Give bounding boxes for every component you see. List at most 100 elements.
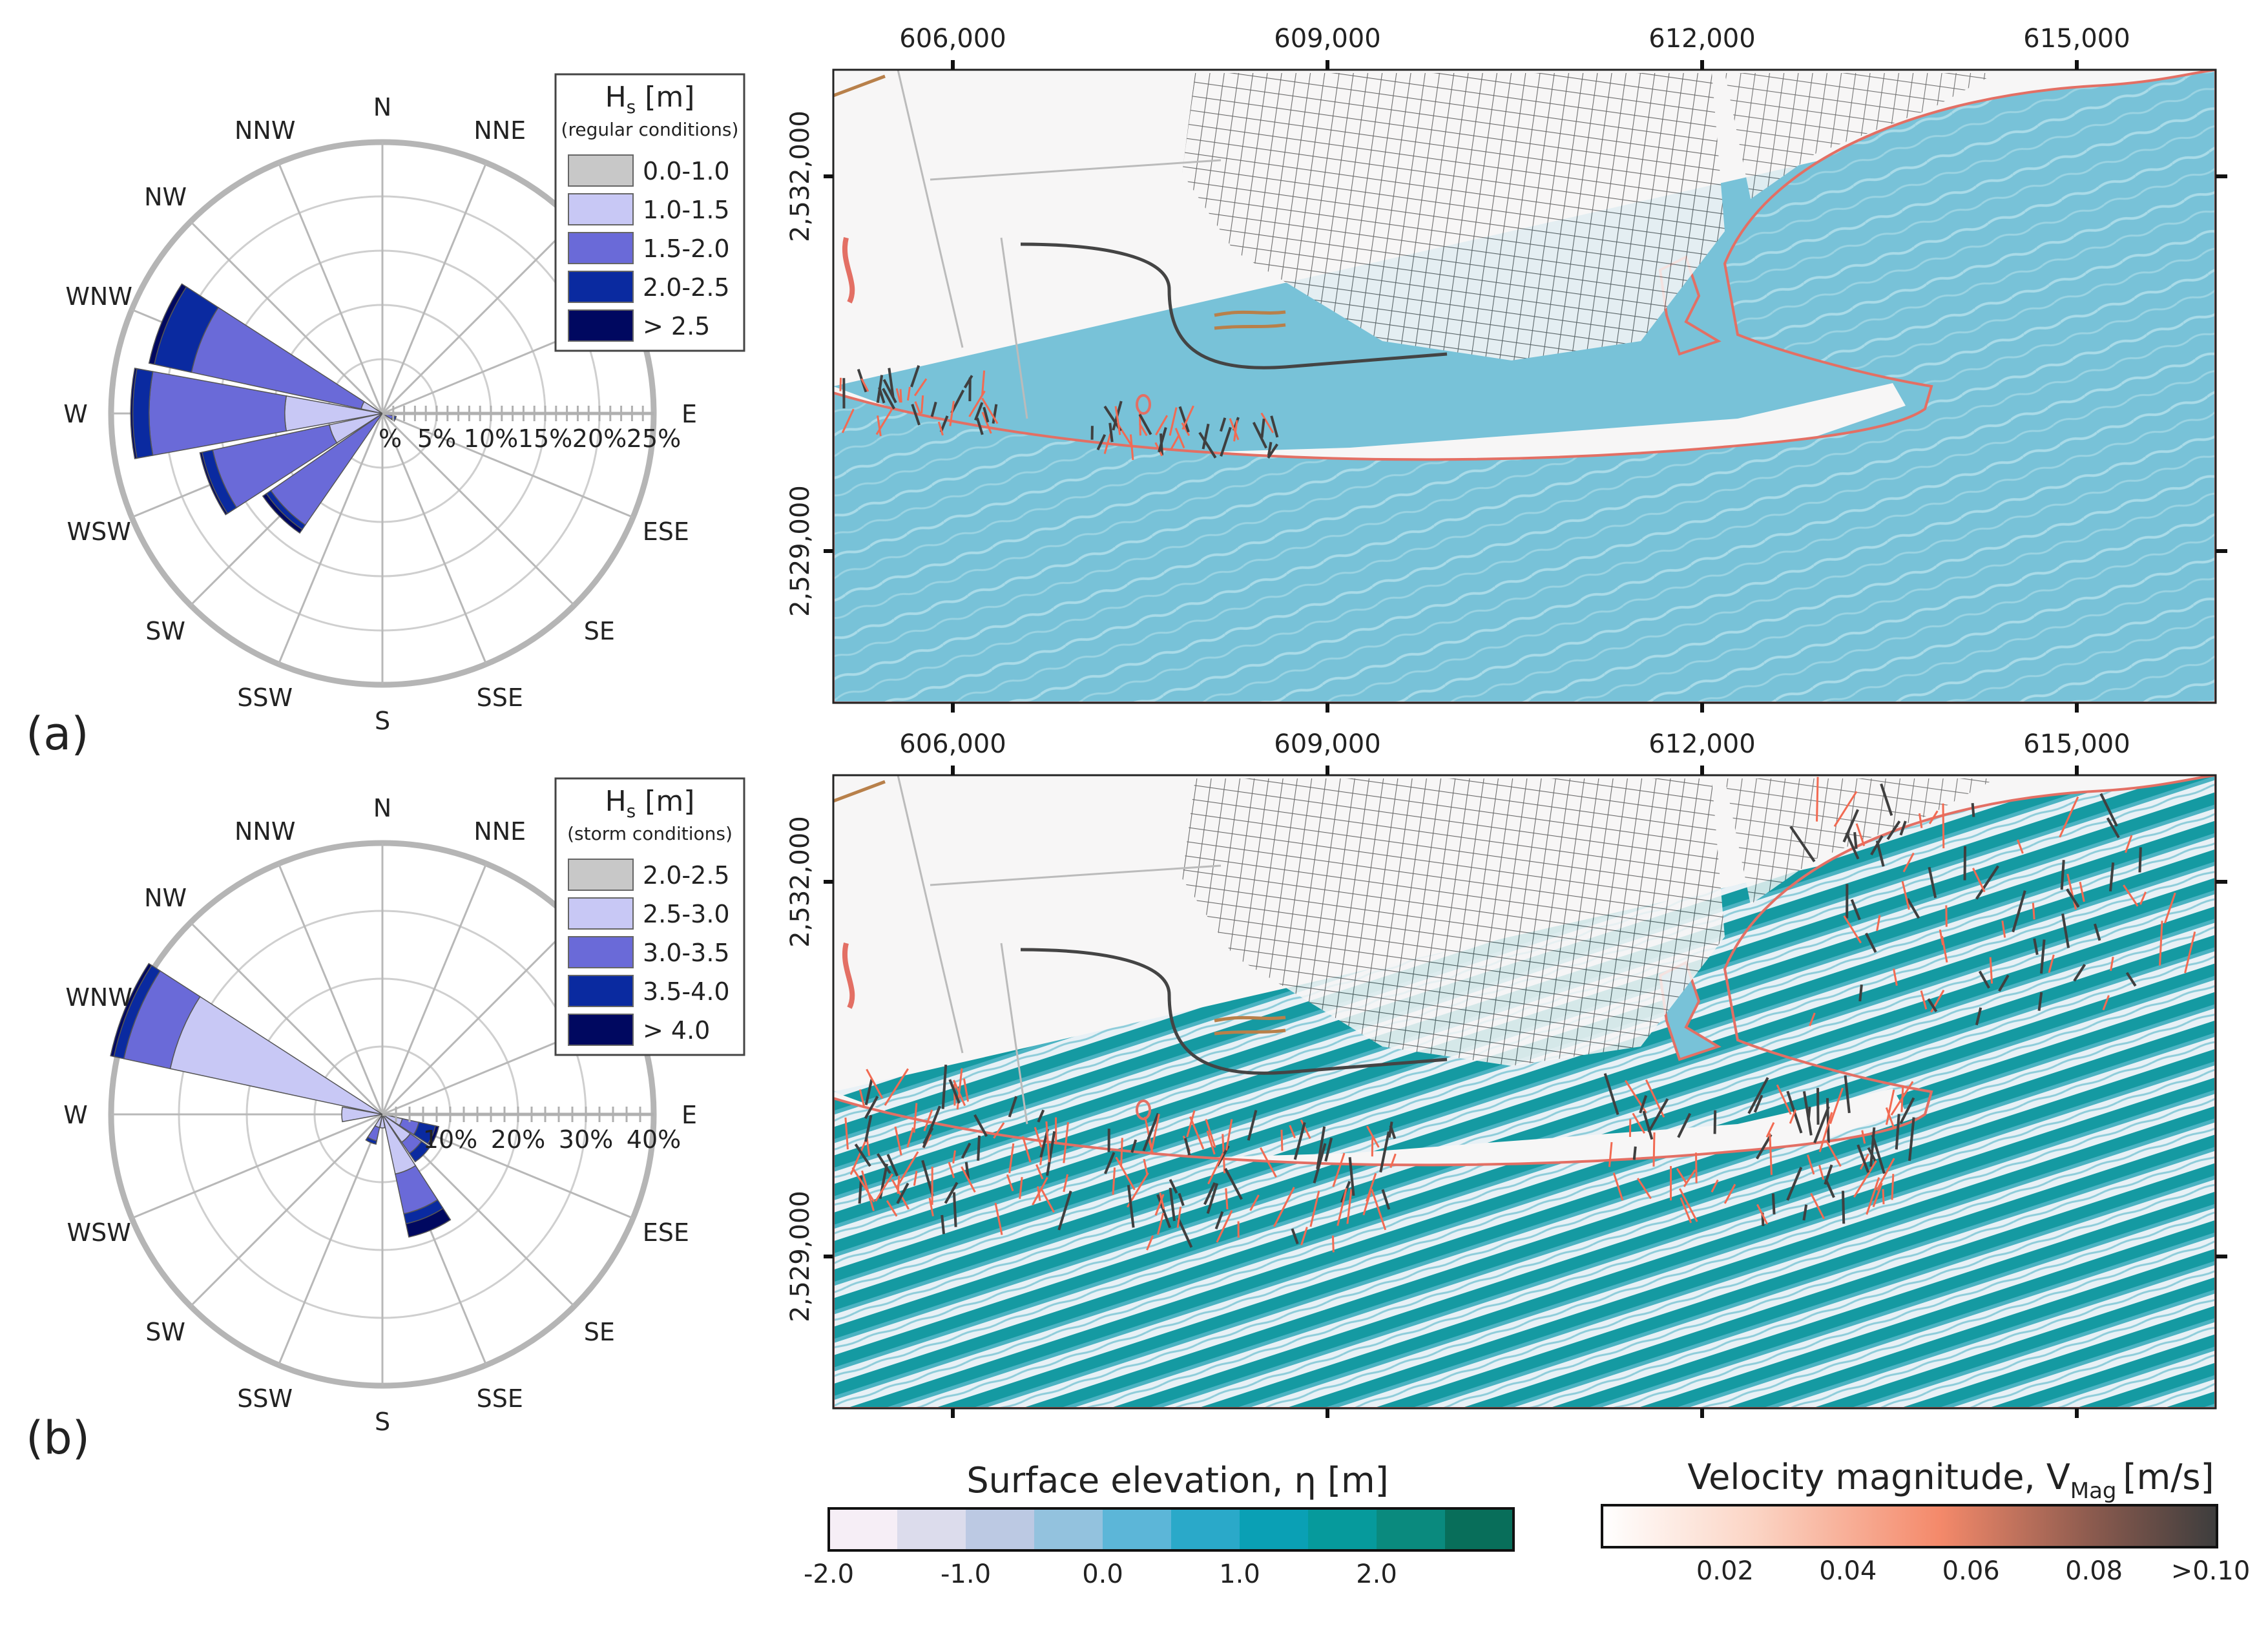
rose-spoke	[381, 921, 576, 1116]
velocity-arrow	[923, 1109, 933, 1132]
colorbar-eta-segment	[897, 1508, 966, 1550]
velocity-arrows	[839, 365, 1279, 461]
velocity-arrow	[2073, 963, 2086, 982]
velocity-arrow	[1159, 1192, 1165, 1209]
velocity-arrow	[1203, 1182, 1216, 1205]
velocity-arrow	[1711, 1179, 1719, 1193]
velocity-arrow	[1857, 1144, 1870, 1173]
velocity-arrow	[1975, 1007, 1982, 1026]
velocity-arrow	[1309, 1191, 1320, 1227]
velocity-arrow	[1876, 915, 1881, 932]
rose-spoke	[189, 220, 384, 415]
velocity-arrow	[1225, 1188, 1229, 1210]
colorbar-eta-segment	[1171, 1508, 1240, 1550]
velocity-arrow	[1683, 1169, 1696, 1187]
colorbar-eta-segment	[1034, 1508, 1103, 1550]
velocity-arrow	[1116, 422, 1134, 448]
rose-spoke	[381, 162, 488, 414]
velocity-arrow	[1388, 1121, 1393, 1138]
direction-label-S: S	[375, 707, 390, 735]
velocity-arrow	[2040, 939, 2046, 974]
wind-rose-regular: NNNENEENEEESESESSESSSWSWWSWWWNWNWNNW%5%1…	[63, 93, 697, 735]
velocity-arrow	[992, 404, 998, 424]
velocity-arrow	[1866, 1177, 1880, 1215]
velocity-arrow	[1928, 810, 1939, 824]
velocity-arrow	[2032, 902, 2035, 920]
velocity-arrow	[1825, 1140, 1842, 1167]
legend-swatch	[568, 859, 634, 891]
direction-label-NNE: NNE	[473, 817, 526, 846]
velocity-arrow	[1850, 899, 1861, 921]
urban-area-east	[1725, 778, 1996, 904]
velocity-arrow	[1842, 809, 1859, 843]
rose-spoke	[277, 863, 384, 1115]
velocity-arrow	[1810, 1193, 1826, 1220]
rose-bar-WSW-> 2.5	[199, 452, 229, 516]
rose-bar-W-2.5-3.0	[341, 1106, 383, 1123]
velocity-arrow	[1885, 1089, 1895, 1125]
velocity-arrow	[1202, 423, 1210, 450]
direction-label-SW: SW	[145, 1318, 185, 1346]
colorbar-eta-tick: -2.0	[804, 1559, 854, 1589]
velocity-arrow	[1019, 1176, 1023, 1199]
velocity-arrow	[2093, 923, 2101, 941]
direction-label-W: W	[63, 1101, 88, 1129]
velocity-arrow	[1939, 929, 1944, 946]
x-tick-label: 606,000	[899, 24, 1006, 54]
velocity-arrow	[864, 1079, 873, 1105]
velocity-arrow	[913, 378, 928, 397]
velocity-arrow	[1181, 405, 1194, 430]
velocity-arrow	[1324, 1137, 1333, 1162]
urban-area	[1182, 73, 1725, 360]
velocity-arrow	[1046, 1131, 1056, 1176]
velocity-arrow	[922, 1105, 941, 1149]
velocity-arrow	[1206, 1131, 1216, 1155]
x-tick-label: 612,000	[1649, 24, 1755, 54]
velocity-arrow	[1206, 1183, 1219, 1214]
velocity-arrow	[1389, 1153, 1397, 1169]
velocity-arrow	[1816, 777, 1819, 822]
x-tick-label: 612,000	[1649, 729, 1755, 759]
velocity-arrow	[1129, 434, 1134, 461]
panel-label-b: (b)	[26, 1412, 90, 1464]
velocity-arrow	[1918, 813, 1923, 829]
velocity-arrow	[1057, 1191, 1072, 1231]
rose-bar-SE-3.5-4.0	[408, 1140, 431, 1163]
direction-label-SW: SW	[145, 617, 185, 645]
velocity-arrow	[2048, 954, 2055, 974]
colorbar-velocity-magnitude: Velocity magnitude, VMag [m/s] 0.02 0.04 0.…	[1601, 1457, 2250, 1586]
velocity-arrow	[882, 379, 897, 404]
velocity-arrow	[1174, 428, 1185, 449]
legend-label: 2.0-2.5	[643, 273, 730, 302]
road	[1020, 242, 1448, 370]
velocity-arrow	[981, 370, 986, 395]
colorbar-eta-tick: -1.0	[941, 1559, 991, 1589]
colorbar-surface-elevation: Surface elevation, η [m] -2.0 -1.0 0.0 1.0 2…	[804, 1460, 1515, 1589]
velocity-arrow	[1723, 1183, 1736, 1204]
direction-label-W: W	[63, 400, 88, 428]
velocity-arrow	[1205, 1119, 1216, 1148]
velocity-arrow	[1034, 1127, 1043, 1148]
velocity-arrow	[1366, 1173, 1377, 1202]
legend-label: > 2.5	[643, 312, 710, 340]
velocity-arrow	[1920, 990, 1928, 1010]
velocity-arrow	[1813, 1106, 1830, 1143]
velocity-arrow	[948, 1079, 961, 1104]
colorbar-eta-segment	[1240, 1508, 1309, 1550]
velocity-arrow	[1169, 1179, 1178, 1194]
x-tick-label: 609,000	[1274, 729, 1380, 759]
velocity-arrow	[1332, 1152, 1346, 1187]
velocity-arrow	[841, 408, 855, 433]
radial-tick-label: 25%	[627, 424, 681, 453]
velocity-arrow	[1063, 1174, 1069, 1193]
rose-bar-ESE-> 4.0	[427, 1125, 440, 1147]
rose-bar-SSW-3.5-4.0	[365, 1136, 378, 1145]
velocity-arrow	[1348, 1157, 1355, 1196]
velocity-arrow	[962, 1078, 970, 1102]
velocity-arrow	[964, 1162, 970, 1180]
velocity-arrow	[2066, 888, 2080, 908]
direction-label-NW: NW	[144, 183, 187, 211]
velocity-arrow	[2106, 817, 2120, 839]
map-frame	[832, 774, 2217, 1410]
velocity-arrow	[1379, 1131, 1390, 1173]
